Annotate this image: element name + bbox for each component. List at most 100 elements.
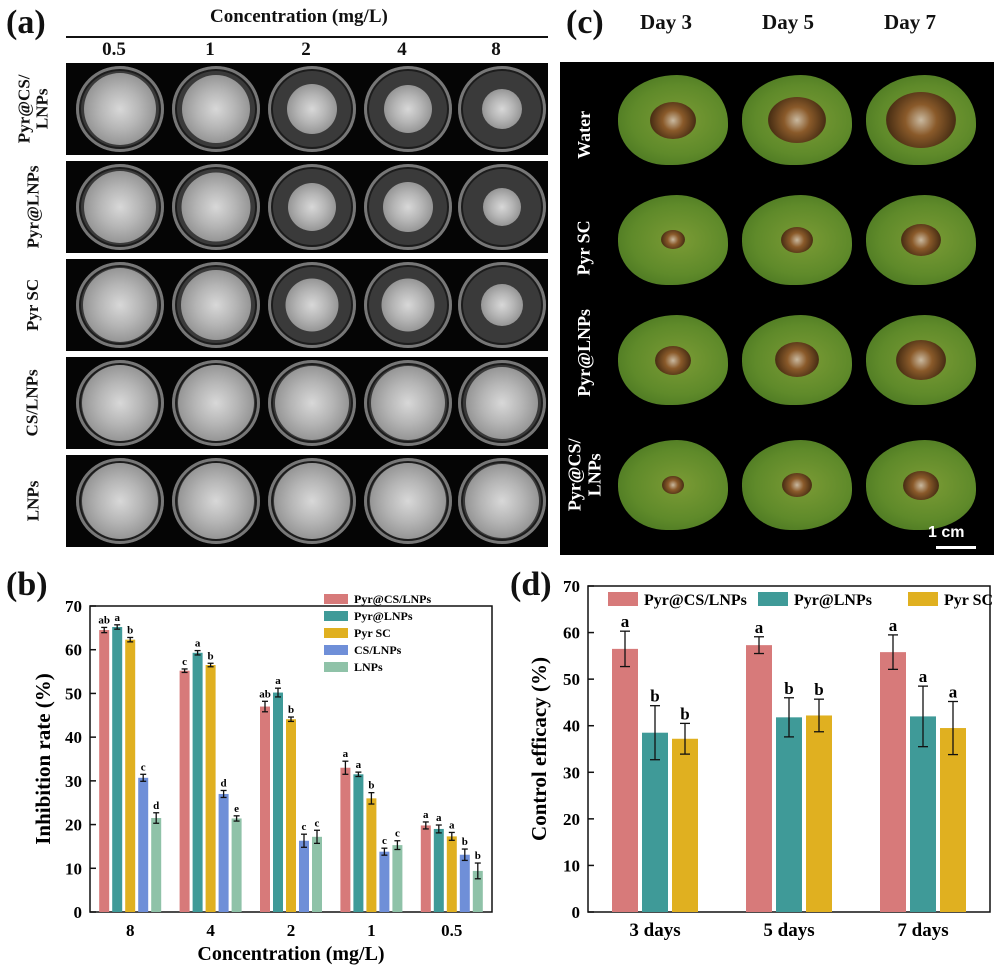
- significance-letter: c: [182, 656, 187, 668]
- fungal-colony: [383, 182, 433, 232]
- y-tick-label: 40: [65, 728, 82, 747]
- bar: [179, 670, 190, 912]
- petri-dish: [458, 360, 546, 446]
- strawberry-leaf: [742, 75, 852, 165]
- strawberry-leaf: [618, 195, 728, 285]
- x-tick-label: 0.5: [441, 921, 462, 940]
- petri-dish: [172, 458, 260, 544]
- bar: [420, 825, 431, 912]
- significance-letter: b: [475, 850, 481, 862]
- fungal-colony: [384, 85, 432, 133]
- plate-row-label: LNPs: [23, 480, 43, 522]
- disease-lesion: [775, 342, 819, 378]
- fungal-colony: [465, 464, 539, 538]
- petri-dish: [76, 360, 164, 446]
- bar: [806, 715, 832, 912]
- significance-letter: b: [288, 704, 294, 716]
- significance-letter: a: [449, 819, 455, 831]
- bar: [433, 828, 444, 912]
- fungal-colony: [181, 172, 251, 242]
- strawberry-leaf: [742, 315, 852, 405]
- day-label: Day 7: [884, 10, 936, 34]
- bar: [99, 630, 110, 912]
- significance-letter: b: [814, 680, 823, 699]
- bar: [940, 728, 966, 912]
- bar: [379, 851, 390, 912]
- petri-dish: [268, 458, 356, 544]
- strawberry-leaf: [742, 440, 852, 530]
- panel-b-letter: (b): [6, 566, 48, 603]
- fungal-colony: [371, 366, 445, 440]
- y-tick-label: 30: [65, 772, 82, 791]
- legend-label: LNPs: [354, 660, 383, 674]
- y-tick-label: 70: [65, 597, 82, 616]
- bar: [746, 645, 772, 912]
- leaf-row-label: Pyr@LNPs: [574, 308, 595, 397]
- y-tick-label: 40: [563, 717, 580, 736]
- disease-lesion: [901, 224, 941, 256]
- leaf-row-label: Water: [574, 111, 595, 159]
- disease-lesion: [655, 345, 691, 375]
- petri-dish: [364, 262, 452, 348]
- panel-d-letter: (d): [510, 566, 552, 603]
- bar: [366, 798, 377, 912]
- significance-letter: b: [368, 780, 374, 792]
- significance-letter: c: [382, 835, 387, 847]
- concentration-label: 4: [397, 39, 407, 60]
- strawberry-leaf: [618, 315, 728, 405]
- significance-letter: b: [650, 687, 659, 706]
- significance-letter: c: [141, 761, 146, 773]
- y-tick-label: 50: [563, 670, 580, 689]
- petri-dish: [268, 164, 356, 250]
- legend-swatch: [608, 592, 638, 606]
- strawberry-leaf: [866, 440, 976, 530]
- petri-dish: [172, 164, 260, 250]
- bar: [880, 652, 906, 912]
- fungal-colony: [84, 171, 156, 243]
- strawberry-leaf: [618, 440, 728, 530]
- strawberry-leaf: [866, 75, 976, 165]
- legend-label: Pyr@LNPs: [794, 592, 872, 609]
- bar: [231, 818, 242, 912]
- petri-dish: [458, 458, 546, 544]
- significance-letter: a: [114, 612, 120, 624]
- leaf-row-label: Pyr@CS/ LNPs: [564, 438, 604, 512]
- bar: [340, 767, 351, 912]
- concentration-label: 8: [491, 39, 501, 60]
- petri-dish: [458, 66, 546, 152]
- y-tick-label: 0: [74, 903, 83, 922]
- significance-letter: a: [275, 675, 281, 687]
- bar: [273, 692, 283, 912]
- petri-dish: [172, 66, 260, 152]
- fungal-colony: [288, 183, 336, 231]
- bar: [218, 793, 229, 912]
- bar: [312, 836, 322, 912]
- legend-swatch: [324, 645, 348, 655]
- scale-bar: [936, 546, 976, 549]
- significance-letter: b: [127, 624, 133, 636]
- disease-lesion: [768, 96, 826, 143]
- petri-dish: [76, 262, 164, 348]
- legend-label: Pyr@CS/LNPs: [644, 592, 747, 609]
- plate-row-label: Pyr SC: [23, 278, 43, 332]
- fungal-colony: [287, 84, 337, 134]
- plate-row-label: Pyr@LNPs: [23, 165, 43, 249]
- significance-letter: a: [436, 812, 442, 824]
- y-tick-label: 0: [572, 903, 581, 922]
- legend-swatch: [758, 592, 788, 606]
- y-tick-label: 20: [563, 810, 580, 829]
- strawberry-leaf: [742, 195, 852, 285]
- fungal-colony: [82, 463, 158, 539]
- y-tick-label: 70: [563, 577, 580, 596]
- strawberry-leaf: [618, 75, 728, 165]
- strawberry-leaf: [866, 315, 976, 405]
- y-tick-label: 10: [563, 856, 580, 875]
- scale-bar-label: 1 cm: [928, 524, 965, 541]
- fungal-colony: [370, 463, 446, 539]
- significance-letter: c: [395, 828, 400, 840]
- disease-lesion: [650, 101, 696, 139]
- x-axis-label: Concentration (mg/L): [197, 943, 384, 965]
- strawberry-leaf: [866, 195, 976, 285]
- x-tick-label: 7 days: [897, 920, 948, 941]
- y-tick-label: 50: [65, 684, 82, 703]
